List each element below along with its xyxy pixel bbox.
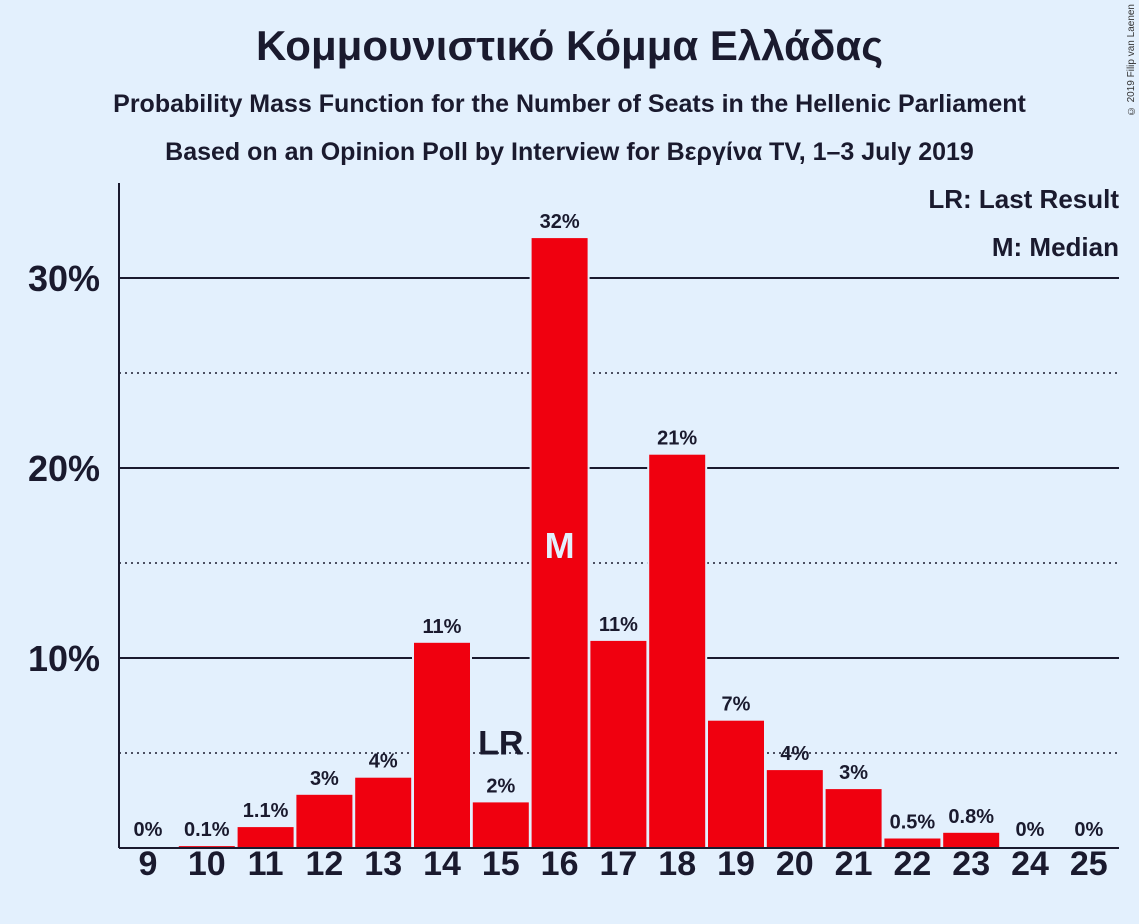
data-label-23: 0.8% — [948, 806, 994, 828]
bar-22 — [884, 838, 941, 848]
data-label-17: 11% — [599, 614, 638, 636]
bar-20 — [766, 770, 823, 848]
last-result-marker: LR — [478, 724, 523, 762]
data-label-16: 32% — [540, 211, 580, 233]
median-marker: M — [545, 525, 575, 566]
data-label-19: 7% — [722, 694, 751, 716]
x-tick-label-23: 23 — [952, 845, 990, 883]
bar-23 — [943, 832, 1000, 848]
x-tick-label-12: 12 — [305, 845, 343, 883]
bar-12 — [296, 794, 353, 848]
bar-11 — [237, 827, 294, 848]
x-tick-label-20: 20 — [776, 845, 814, 883]
x-tick-label-10: 10 — [188, 845, 226, 883]
x-tick-label-22: 22 — [893, 845, 931, 883]
x-tick-label-15: 15 — [482, 845, 520, 883]
x-tick-label-14: 14 — [423, 845, 461, 883]
chart-title: Κομμουνιστικό Κόμμα Ελλάδας — [255, 22, 884, 69]
legend-median: M: Median — [991, 232, 1119, 262]
data-label-20: 4% — [780, 743, 809, 765]
bar-19 — [708, 720, 764, 848]
chart-subtitle-2: Based on an Opinion Poll by Interview fo… — [165, 138, 974, 166]
data-label-10: 0.1% — [184, 819, 230, 841]
bar-17 — [590, 640, 647, 848]
data-label-9: 0% — [134, 819, 163, 841]
x-tick-label-24: 24 — [1011, 845, 1049, 883]
bar-gap-10 — [176, 844, 237, 848]
x-tick-label-19: 19 — [717, 845, 755, 883]
x-tick-label-18: 18 — [658, 845, 696, 883]
data-label-12: 3% — [310, 768, 339, 790]
legend-last-result: LR: Last Result — [928, 184, 1119, 214]
x-tick-label-13: 13 — [364, 845, 402, 883]
data-label-15: 2% — [486, 775, 515, 797]
data-label-24: 0% — [1016, 819, 1045, 841]
data-label-14: 11% — [423, 616, 462, 638]
x-tick-label-17: 17 — [599, 845, 637, 883]
y-tick-label-20: 20% — [28, 448, 100, 489]
y-tick-label-30: 30% — [28, 258, 100, 299]
data-label-13: 4% — [369, 751, 398, 773]
bar-21 — [825, 789, 882, 848]
data-label-21: 3% — [839, 762, 868, 784]
bar-14 — [414, 642, 470, 848]
bar-15 — [472, 802, 529, 848]
bar-16 — [531, 238, 588, 849]
chart-subtitle-1: Probability Mass Function for the Number… — [113, 90, 1026, 118]
bar-18 — [649, 454, 706, 848]
data-label-22: 0.5% — [890, 812, 936, 834]
data-label-18: 21% — [657, 428, 697, 450]
x-tick-label-11: 11 — [248, 845, 284, 883]
data-label-25: 0% — [1074, 819, 1103, 841]
bar-13 — [355, 777, 412, 848]
x-tick-label-9: 9 — [139, 845, 158, 883]
x-tick-label-21: 21 — [835, 845, 873, 883]
data-label-11: 1.1% — [243, 800, 289, 822]
y-tick-label-10: 10% — [28, 638, 100, 679]
x-tick-label-16: 16 — [541, 845, 579, 883]
x-tick-label-25: 25 — [1070, 845, 1108, 883]
